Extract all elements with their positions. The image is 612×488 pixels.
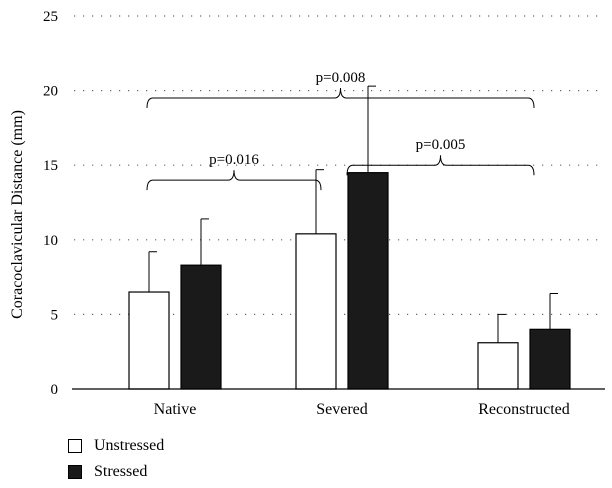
bar-chart: 0 5 10 15 20 25 p=0.016 p=0.008 p=0.005 Native S… xyxy=(9,9,605,418)
y-tick-label-10: 10 xyxy=(43,233,58,249)
legend: Unstressed Stressed xyxy=(68,436,164,488)
category-label-native: Native xyxy=(154,401,197,418)
y-tick-label-20: 20 xyxy=(43,84,58,100)
bracket-2 xyxy=(346,155,535,176)
bar-unstressed-native xyxy=(128,291,170,390)
y-tick-label-5: 5 xyxy=(51,307,59,323)
y-axis-label: Coracoclavicular Distance (mm) xyxy=(9,110,26,319)
bracket-0 xyxy=(146,170,322,191)
legend-swatch-unstressed xyxy=(68,439,82,453)
y-tick-label-15: 15 xyxy=(43,158,58,174)
p-value-label-0: p=0.016 xyxy=(209,152,259,168)
category-labels: Native Severed Reconstructed xyxy=(154,401,570,418)
error-bars xyxy=(148,85,558,343)
bar-unstressed-reconstructed xyxy=(477,342,519,390)
bar-unstressed-severed xyxy=(295,233,337,390)
legend-label-unstressed: Unstressed xyxy=(94,437,165,454)
legend-item-stressed: Stressed xyxy=(68,462,164,482)
y-axis-ticks: 0 5 10 15 20 25 xyxy=(43,9,58,398)
bar-stressed-reconstructed xyxy=(529,328,571,390)
bar-stressed-severed xyxy=(347,172,389,390)
p-value-label-2: p=0.005 xyxy=(416,137,466,153)
p-value-label-1: p=0.008 xyxy=(316,70,366,86)
legend-label-stressed: Stressed xyxy=(94,463,148,480)
category-label-reconstructed: Reconstructed xyxy=(478,401,570,418)
significance-brackets: p=0.016 p=0.008 p=0.005 xyxy=(146,70,535,191)
category-label-severed: Severed xyxy=(316,401,368,418)
bracket-1 xyxy=(146,88,535,109)
bars xyxy=(128,172,571,390)
y-tick-label-25: 25 xyxy=(43,9,58,25)
legend-item-unstressed: Unstressed xyxy=(68,436,164,456)
bar-stressed-native xyxy=(180,264,222,390)
y-tick-label-0: 0 xyxy=(51,382,59,398)
legend-swatch-stressed xyxy=(68,465,82,479)
